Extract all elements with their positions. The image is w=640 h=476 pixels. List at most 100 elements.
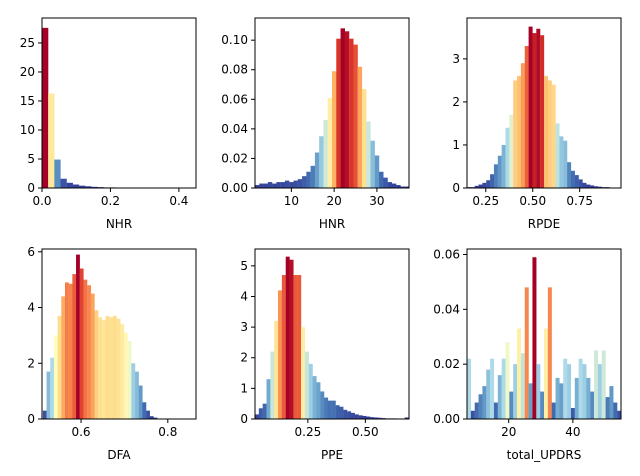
histogram-bar (285, 256, 290, 419)
x-tick-label: 40 (565, 425, 580, 439)
histogram-bar (404, 417, 409, 419)
histogram-bar (544, 328, 548, 419)
histogram-bar (270, 351, 275, 419)
histogram-bar (354, 414, 359, 419)
histogram-bar (563, 140, 568, 188)
histogram-bar (87, 285, 91, 419)
histogram-bar (284, 180, 290, 188)
histogram-bar (470, 410, 475, 419)
histogram-bar (493, 402, 498, 419)
histogram-bar (482, 386, 487, 419)
histogram-bar (467, 358, 471, 419)
histogram-bar (486, 369, 491, 419)
y-tick-label: 0.00 (433, 412, 460, 426)
histogram-bar (524, 287, 529, 419)
axes-frame (254, 248, 410, 420)
histogram-bar (517, 328, 522, 419)
histogram-bar (53, 335, 58, 419)
histogram-bar (149, 416, 154, 419)
histogram-bar (153, 417, 158, 419)
histogram-bar (574, 175, 579, 188)
y-tick-label: 6 (27, 245, 35, 259)
y-tick-label: 2 (240, 351, 248, 365)
histogram-bar (391, 183, 397, 188)
histogram-bar (582, 182, 587, 188)
histogram-bar (266, 379, 271, 419)
histogram-bar (68, 283, 73, 419)
histogram-bar (94, 310, 99, 419)
histogram-bar (490, 358, 495, 419)
y-tick-label: 0 (240, 412, 248, 426)
y-tick-label: 0.10 (221, 33, 248, 47)
histogram-bar (478, 184, 483, 188)
histogram-bar (547, 80, 552, 188)
histogram-bar (146, 410, 150, 419)
histogram-bar (274, 320, 279, 419)
x-axis-label: PPE (321, 448, 343, 462)
histogram-bar (78, 185, 86, 188)
histogram-bar (373, 417, 378, 419)
histogram-bar (400, 186, 405, 188)
histogram-bar (344, 31, 350, 188)
histogram-bar (358, 415, 363, 419)
histogram-bar (327, 97, 333, 188)
histogram-bar (50, 357, 55, 419)
axes-frame (41, 248, 197, 420)
bars (42, 254, 158, 419)
y-tick-label: 2 (27, 356, 35, 370)
panel-RPDE: 0.25 0.50 0.75 0 1 2 3 RPDE (452, 17, 622, 231)
histogram-bar (474, 402, 479, 419)
histogram-bar (293, 180, 298, 188)
y-tick-label: 0.02 (221, 151, 248, 165)
x-tick-label: 0.50 (519, 194, 546, 208)
histogram-bar (532, 33, 537, 188)
x-axis-label: total_UPDRS (507, 448, 582, 462)
panel-HNR: 10 20 30 0.00 0.02 0.04 0.06 0.08 0.10 HNR (221, 17, 410, 231)
histogram-bar (509, 391, 514, 419)
y-tick-label: 0.00 (221, 181, 248, 195)
histogram-bar (482, 182, 487, 188)
histogram-bar (314, 152, 320, 188)
y-tick-label: 5 (240, 259, 248, 273)
histogram-bar (72, 184, 80, 188)
histogram-bar (490, 174, 495, 188)
y-tick-label: 20 (20, 65, 35, 79)
histogram-bar (48, 93, 55, 188)
histogram-bar (396, 185, 401, 188)
y-tick-label: 25 (20, 36, 35, 50)
histogram-bar (324, 397, 329, 419)
histogram-bar (343, 409, 348, 419)
histogram-bar (586, 184, 591, 188)
histogram-bar (582, 364, 587, 419)
histogram-bar (255, 414, 259, 419)
histogram-bar (98, 317, 103, 419)
histogram-bar (339, 406, 344, 419)
histogram-bar (60, 178, 67, 188)
y-tick-label: 15 (20, 94, 35, 108)
histogram-bar (331, 400, 336, 419)
axes-frame (466, 248, 622, 420)
x-tick-label: 0.50 (352, 425, 379, 439)
x-tick-label: 20 (326, 194, 341, 208)
histogram-bar (278, 290, 283, 419)
histogram-bar (135, 371, 139, 419)
histogram-bar (613, 402, 618, 419)
y-tick-label: 4 (27, 301, 35, 315)
histogram-bar (601, 350, 606, 419)
y-tick-label: 10 (20, 123, 35, 137)
histogram-bar (379, 171, 384, 188)
histogram-bar (540, 391, 545, 419)
histogram-bar (281, 275, 286, 419)
x-tick-label: 30 (369, 194, 384, 208)
histogram-bar (555, 123, 560, 188)
histogram-bar (293, 275, 298, 419)
histogram-bar (304, 351, 309, 419)
histogram-bar (536, 28, 541, 188)
histogram-bar (301, 327, 306, 419)
bars (467, 257, 621, 419)
y-tick-label: 0 (452, 181, 460, 195)
y-tick-label: 5 (27, 152, 35, 166)
y-tick-label: 0.06 (433, 247, 460, 261)
histogram-bar (578, 358, 583, 419)
